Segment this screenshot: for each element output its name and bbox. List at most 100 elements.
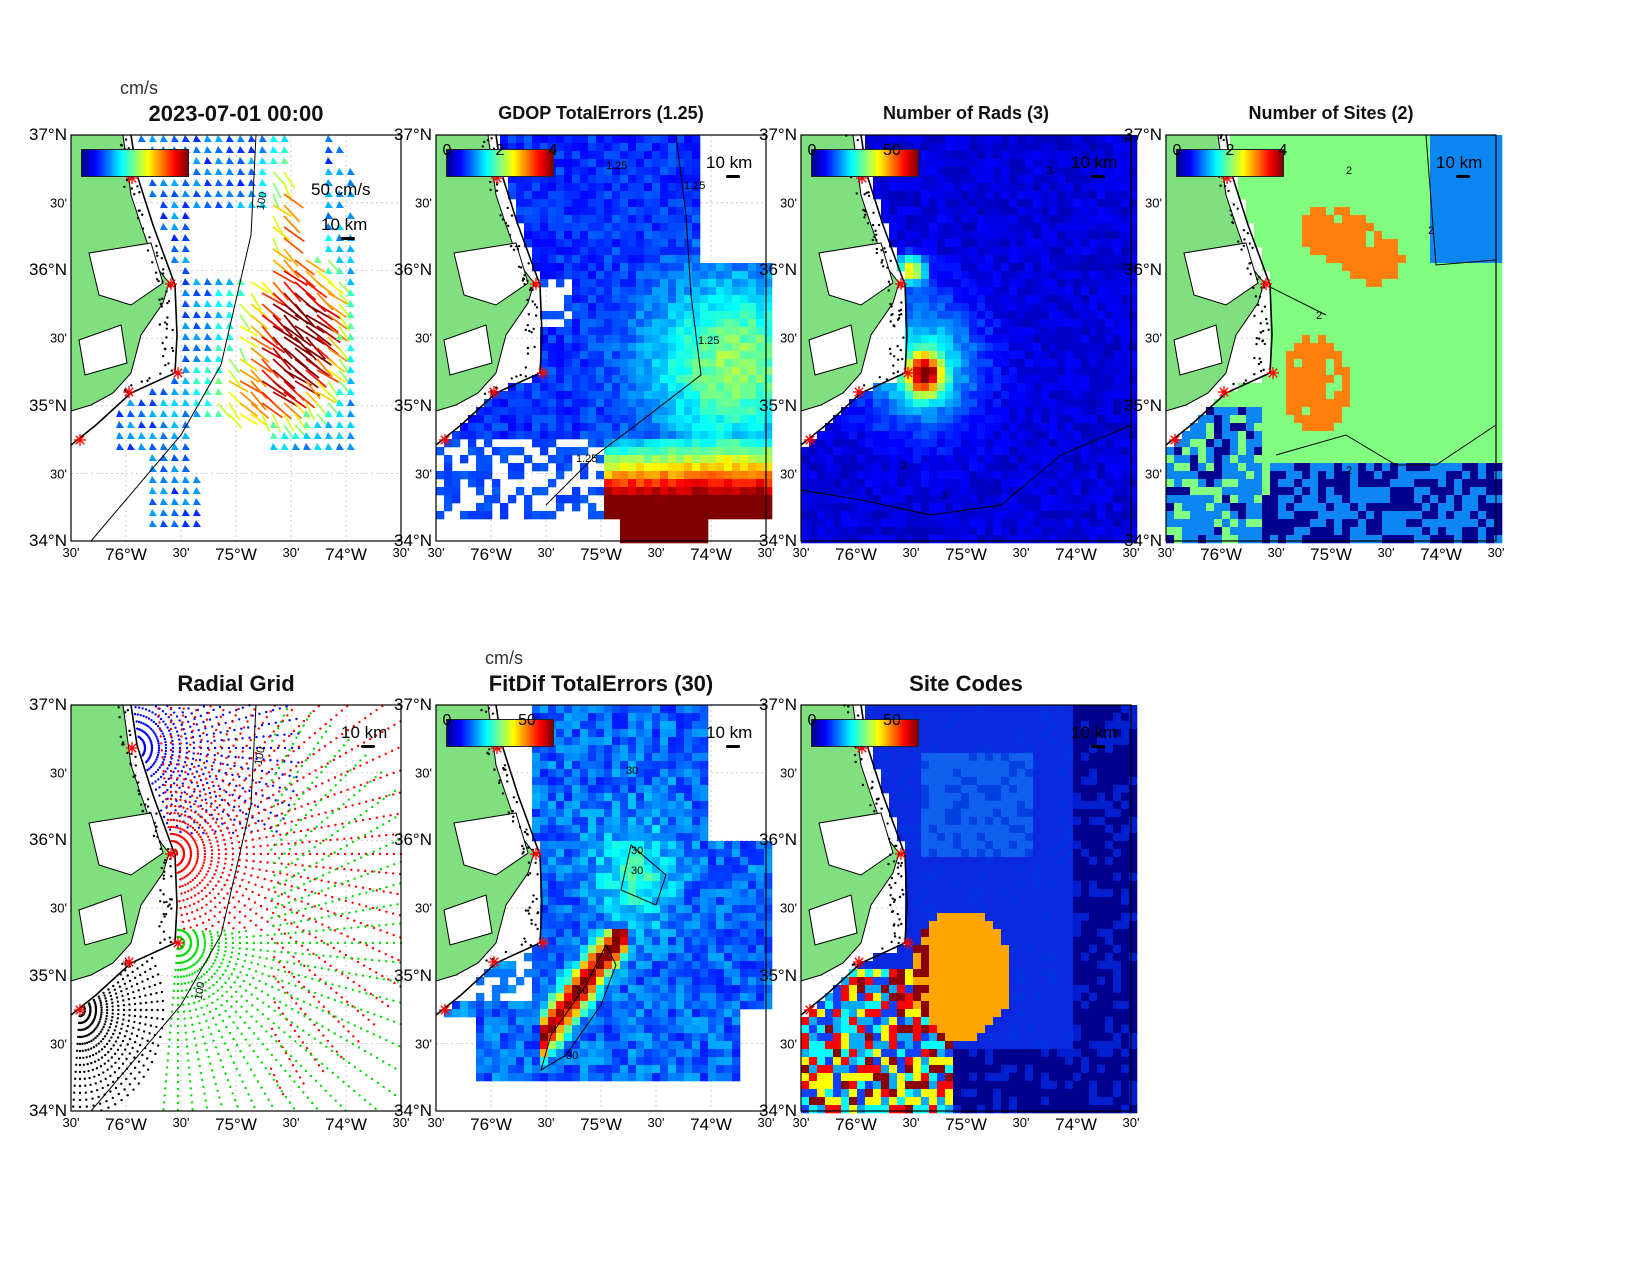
coastal-dot (855, 192, 859, 195)
grid-cell (1121, 487, 1130, 496)
grid-cell (1033, 479, 1042, 488)
coastal-dot (489, 180, 492, 184)
grid-cell (1057, 359, 1066, 368)
vector-arrow (250, 402, 270, 419)
grid-cell (929, 207, 938, 216)
radar-site-marker (895, 278, 907, 290)
grid-cell (588, 151, 597, 160)
grid-cell (825, 519, 834, 528)
grid-cell (1286, 375, 1295, 384)
grid-cell (1358, 255, 1367, 264)
coastal-dot (507, 224, 510, 228)
grid-cell (1350, 207, 1359, 216)
grid-cell (748, 279, 757, 288)
grid-cell (732, 431, 741, 440)
grid-cell (1390, 383, 1399, 392)
grid-cell (620, 311, 629, 320)
grid-cell (676, 247, 685, 256)
grid-cell (756, 503, 765, 512)
grid-cell (1041, 215, 1050, 224)
grid-cell (676, 519, 685, 528)
grid-cell (644, 383, 653, 392)
grid-cell (1025, 207, 1034, 216)
grid-cell (740, 359, 749, 368)
grid-cell (1009, 487, 1018, 496)
grid-cell (724, 447, 733, 456)
grid-cell (1065, 511, 1074, 520)
grid-cell (676, 351, 685, 360)
grid-cell (1430, 247, 1439, 256)
grid-cell (1414, 215, 1423, 224)
vector-arrow (327, 369, 346, 383)
grid-cell (873, 439, 882, 448)
vector-arrow (325, 212, 333, 219)
grid-cell (572, 367, 581, 376)
vector-arrow (272, 281, 290, 301)
grid-cell (817, 471, 826, 480)
grid-cell (1017, 495, 1026, 504)
grid-cell (985, 247, 994, 256)
grid-cell (692, 447, 701, 456)
grid-cell (1057, 175, 1066, 184)
grid-cell (1097, 495, 1106, 504)
vector-arrow (261, 303, 282, 322)
grid-cell (1366, 375, 1375, 384)
vector-arrow (171, 377, 179, 384)
grid-cell (1278, 343, 1287, 352)
grid-cell (556, 207, 565, 216)
grid-cell (1358, 191, 1367, 200)
grid-cell (1033, 303, 1042, 312)
grid-cell (1326, 159, 1335, 168)
grid-cell (636, 215, 645, 224)
grid-cell (809, 511, 818, 520)
grid-cell (977, 367, 986, 376)
grid-cell (1318, 263, 1327, 272)
grid-cell (684, 319, 693, 328)
vector-arrow (171, 410, 179, 417)
grid-cell (1254, 391, 1263, 400)
grid-cell (993, 135, 1002, 144)
grid-cell (716, 351, 725, 360)
grid-cell (1262, 175, 1271, 184)
vector-arrow (272, 204, 292, 217)
grid-cell (993, 167, 1002, 176)
grid-cell (692, 423, 701, 432)
grid-cell (1049, 503, 1058, 512)
grid-cell (1374, 199, 1383, 208)
grid-cell (1350, 271, 1359, 280)
vector-arrow (149, 498, 157, 505)
grid-cell (913, 463, 922, 472)
grid-cell (969, 527, 978, 536)
vector-arrow (149, 454, 157, 461)
grid-cell (1017, 191, 1026, 200)
grid-cell (1270, 255, 1279, 264)
grid-cell (865, 527, 874, 536)
grid-cell (748, 407, 757, 416)
grid-cell (1105, 207, 1114, 216)
grid-cell (692, 535, 701, 544)
lat-tick-label: 34°N (759, 531, 797, 551)
grid-cell (612, 207, 621, 216)
vector-arrow (283, 237, 304, 254)
grid-cell (1041, 263, 1050, 272)
grid-cell (905, 503, 914, 512)
grid-cell (1366, 359, 1375, 368)
grid-cell (748, 431, 757, 440)
grid-cell (1366, 191, 1375, 200)
grid-cell (492, 415, 501, 424)
vector-arrow (294, 303, 316, 328)
grid-cell (993, 215, 1002, 224)
grid-cell (873, 503, 882, 512)
grid-cell (532, 207, 541, 216)
grid-cell (1358, 383, 1367, 392)
grid-cell (1017, 423, 1026, 432)
grid-cell (1057, 239, 1066, 248)
grid-cell (500, 135, 509, 144)
colorbar: 0 50 (808, 142, 919, 177)
grid-cell (833, 455, 842, 464)
grid-cell (921, 279, 930, 288)
grid-cell (652, 183, 661, 192)
grid-cell (668, 383, 677, 392)
grid-cell (1318, 159, 1327, 168)
grid-cell (1113, 303, 1122, 312)
